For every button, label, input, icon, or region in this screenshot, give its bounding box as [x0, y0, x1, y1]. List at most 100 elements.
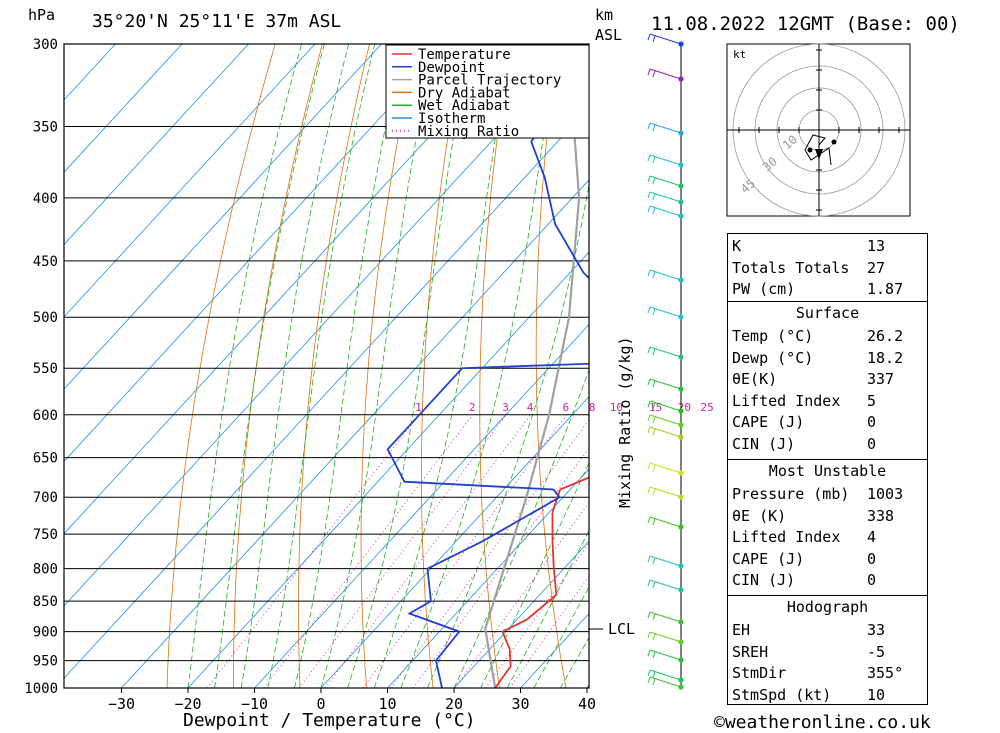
most-unstable-box: Most Unstable Pressure (mb) 1003 θE (K) 338…	[727, 459, 928, 596]
legend-label: Dewpoint	[418, 60, 485, 76]
wind-barb	[647, 191, 682, 203]
wind-barb	[647, 205, 682, 217]
dry-adiabat-line	[421, 44, 465, 688]
surface-box: Surface Temp (°C) 26.2 Dewp (°C) 18.2 θE(K) 3…	[727, 301, 928, 460]
isotherm-line	[64, 44, 316, 318]
index-row: θE (K) 338	[728, 506, 927, 528]
index-value: -5	[867, 642, 886, 661]
index-row: CIN (J) 0	[728, 570, 927, 592]
index-row: K 13	[728, 236, 927, 258]
dry-adiabat-line	[166, 44, 276, 688]
wet-adiabat-line	[506, 529, 589, 688]
mixing-ratio-label: 4	[527, 401, 534, 414]
wind-barb	[647, 426, 682, 438]
index-row: CAPE (J) 0	[728, 412, 927, 434]
wind-barb	[647, 631, 682, 643]
x-tick-label: 10	[378, 695, 396, 713]
index-value: 0	[867, 549, 877, 568]
dry-adiabat-line	[233, 44, 323, 688]
index-row: Totals Totals 27	[728, 258, 927, 280]
isotherm-line	[64, 44, 249, 246]
km-label: km	[595, 6, 613, 24]
x-tick-label: 40	[578, 695, 596, 713]
asl-label: ASL	[595, 26, 622, 44]
index-value: 355°	[867, 664, 904, 683]
wind-barb	[647, 611, 682, 623]
wind-barb	[647, 175, 682, 187]
wind-barb	[647, 516, 682, 528]
isotherm-line	[64, 44, 382, 390]
pressure-tick-label: 750	[33, 527, 58, 543]
hpa-label: hPa	[28, 6, 55, 24]
wind-barb	[647, 306, 682, 318]
index-value: 13	[867, 237, 886, 256]
isotherm-line	[64, 44, 515, 535]
index-row: Lifted Index 5	[728, 391, 927, 413]
pressure-tick-label: 600	[33, 408, 58, 424]
mixing-ratio-label: 6	[563, 401, 570, 414]
pressure-tick-label: 550	[33, 361, 58, 377]
wind-barb	[647, 676, 682, 688]
index-label: StmDir	[732, 664, 787, 683]
pressure-tick-label: 700	[33, 490, 58, 506]
pressure-tick-label: 500	[33, 310, 58, 326]
wet-adiabat-line	[347, 44, 471, 688]
hodograph-trace	[804, 134, 832, 166]
wet-adiabat-line	[214, 44, 325, 688]
index-row: Temp (°C) 26.2	[728, 326, 927, 348]
pressure-tick-label: 450	[33, 254, 58, 270]
pressure-tick-label: 1000	[24, 681, 58, 697]
hodograph-point	[807, 147, 813, 153]
location-title: 35°20'N 25°11'E 37m ASL	[92, 11, 341, 32]
index-row: StmDir 355°	[728, 663, 927, 685]
index-value: 33	[867, 621, 886, 640]
index-row: EH 33	[728, 620, 927, 642]
wet-adiabat-line	[267, 44, 376, 688]
wet-adiabat-line	[533, 586, 589, 688]
mixing-ratio-label: 8	[589, 401, 596, 414]
legend-label: Temperature	[418, 47, 511, 63]
mixing-ratio-line	[324, 414, 532, 688]
pressure-tick-label: 900	[33, 625, 58, 641]
index-value: 4	[867, 528, 877, 547]
index-value: 26.2	[867, 327, 904, 346]
lcl-label: LCL	[608, 620, 635, 638]
wet-adiabat-line	[373, 44, 512, 688]
index-row: θE(K) 337	[728, 369, 927, 391]
temperature-profile	[494, 476, 589, 688]
wet-adiabat-line	[294, 44, 404, 688]
index-value: 18.2	[867, 348, 904, 367]
index-row: PW (cm) 1.87	[728, 279, 927, 301]
index-row: Dewp (°C) 18.2	[728, 348, 927, 370]
wind-barb	[647, 669, 682, 681]
legend-label: Mixing Ratio	[418, 124, 519, 140]
index-label: Lifted Index	[732, 391, 841, 410]
index-label: SREH	[732, 642, 769, 661]
parcel-trajectory	[484, 44, 581, 688]
wind-barb	[647, 269, 682, 281]
wind-barb	[647, 486, 682, 498]
wind-barb	[647, 122, 682, 134]
hodograph-unit-label: kt	[733, 48, 746, 61]
mixing-ratio-label: 2	[469, 401, 476, 414]
plot-frame	[63, 43, 590, 689]
isotherm-line	[64, 44, 449, 462]
pressure-tick-label: 850	[33, 594, 58, 610]
index-label: CIN (J)	[732, 571, 796, 590]
mixing-ratio-line	[362, 414, 567, 688]
wet-adiabat-line	[480, 462, 589, 688]
mixing-ratio-label: 10	[610, 401, 623, 414]
index-label: EH	[732, 621, 751, 640]
index-value: 338	[867, 506, 895, 525]
index-value: 10	[867, 685, 886, 704]
pressure-tick-label: 650	[33, 451, 58, 467]
mixing-ratio-line	[206, 414, 420, 688]
index-label: K	[732, 237, 742, 256]
isotherm-line	[64, 44, 183, 173]
x-tick-label: 20	[445, 695, 463, 713]
wind-barb	[647, 649, 682, 661]
index-row: StmSpd (kt) 10	[728, 685, 927, 707]
mixing-ratio-label: 3	[502, 401, 509, 414]
